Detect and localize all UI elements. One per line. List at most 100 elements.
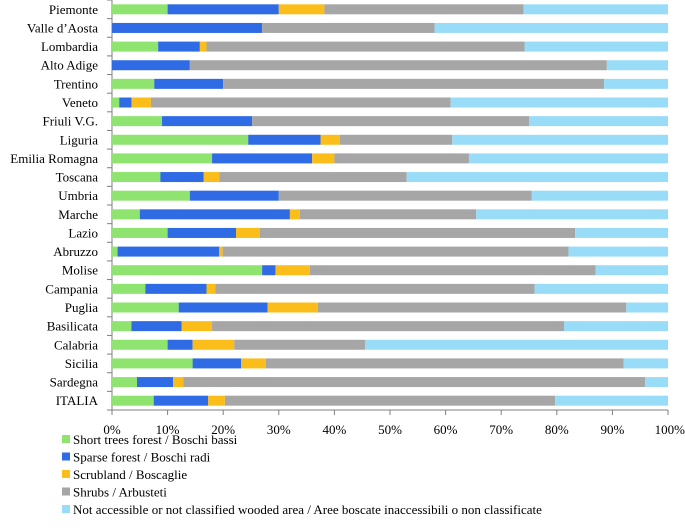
category-label: Abruzzo: [53, 244, 98, 259]
bar-segment-13-4: [568, 246, 668, 257]
bar-segment-16-3: [317, 302, 627, 313]
bar-segment-16-1: [178, 302, 268, 313]
bar-segment-6-0: [112, 116, 163, 127]
legend-label: Not accessible or not classified wooded …: [73, 502, 542, 517]
bar-segment-14-3: [309, 265, 596, 276]
bar-segment-17-1: [131, 321, 182, 332]
bar-segment-12-1: [167, 227, 236, 238]
bar-segment-15-0: [112, 283, 146, 294]
bar-segment-18-4: [364, 339, 668, 350]
bar-segment-8-2: [312, 153, 335, 164]
bar-segment-11-1: [139, 209, 290, 220]
x-tick-label: 30%: [267, 422, 291, 437]
bar-segment-14-4: [595, 265, 668, 276]
bar-segment-11-0: [112, 209, 140, 220]
bar-segment-15-2: [206, 283, 216, 294]
legend: Short trees forest / Boschi bassi Sparse …: [62, 432, 542, 517]
x-tick-label: 0%: [103, 422, 121, 437]
category-label: Toscana: [56, 170, 99, 185]
bar-segment-3-3: [189, 60, 607, 71]
x-tick-label: 70%: [489, 422, 513, 437]
bar-segment-4-4: [604, 78, 668, 89]
bar-segment-9-0: [112, 172, 161, 183]
x-tick-labels: 0% 10% 20% 30% 40% 50% 60% 70% 80% 90% 100%: [103, 422, 685, 437]
bar-segment-15-4: [534, 283, 668, 294]
bar-segment-18-0: [112, 339, 168, 350]
category-label: Piemonte: [49, 2, 98, 17]
bar-segment-20-0: [112, 377, 138, 388]
bar-segment-18-2: [192, 339, 235, 350]
category-label: Calabria: [54, 337, 98, 352]
category-label: Emilia Romagna: [10, 151, 98, 166]
bar-segment-10-1: [189, 190, 279, 201]
x-tick-label: 60%: [434, 422, 458, 437]
bar-segment-15-1: [145, 283, 207, 294]
x-tick-label: 40%: [322, 422, 346, 437]
bar-segment-2-4: [524, 41, 668, 52]
bar-segment-19-3: [266, 358, 624, 369]
legend-label: Scrubland / Boscaglie: [73, 467, 187, 482]
bar-segment-12-2: [235, 227, 260, 238]
bar-segment-21-0: [112, 395, 154, 406]
bar-segment-0-4: [523, 4, 668, 15]
bar-segment-14-2: [275, 265, 310, 276]
x-tick-label: 10%: [156, 422, 180, 437]
category-label: Alto Adige: [41, 58, 99, 73]
bar-segment-10-0: [112, 190, 190, 201]
bar-segment-9-2: [203, 172, 220, 183]
category-label: Marche: [58, 207, 98, 222]
category-label: Sicilia: [65, 356, 98, 371]
legend-swatch: [62, 435, 70, 443]
bar-segment-0-2: [278, 4, 325, 15]
legend-swatch: [62, 487, 70, 496]
bar-segment-9-3: [219, 172, 407, 183]
bar-segment-11-2: [289, 209, 300, 220]
bar-segment-0-3: [324, 4, 524, 15]
x-tick-label: 50%: [378, 422, 402, 437]
bar-segment-20-1: [137, 377, 174, 388]
bar-segment-14-1: [262, 265, 276, 276]
bar-segment-11-4: [476, 209, 668, 220]
bar-segment-5-3: [150, 97, 451, 108]
bar-segment-17-2: [181, 321, 213, 332]
bar-segment-2-0: [112, 41, 159, 52]
bar-segment-9-4: [406, 172, 668, 183]
bar-segment-10-4: [531, 190, 668, 201]
bar-segment-7-2: [320, 134, 340, 145]
bar-segment-3-1: [112, 60, 190, 71]
bar-segment-10-3: [278, 190, 532, 201]
legend-label: Shrubs / Arbusteti: [73, 485, 167, 500]
bar-segment-20-3: [183, 377, 646, 388]
category-label: Veneto: [62, 95, 98, 110]
x-tick-label: 100%: [655, 422, 685, 437]
bar-segment-18-1: [167, 339, 193, 350]
bar-segment-19-2: [240, 358, 267, 369]
bar-segment-4-1: [154, 78, 224, 89]
bar-segment-21-4: [555, 395, 668, 406]
bar-segment-13-1: [117, 246, 220, 257]
bar-segment-4-0: [112, 78, 155, 89]
bar-segment-14-0: [112, 265, 263, 276]
bar-segment-12-4: [575, 227, 668, 238]
category-label: Umbria: [58, 188, 98, 203]
bar-segment-5-4: [450, 97, 668, 108]
bar-segment-17-4: [564, 321, 668, 332]
legend-label: Short trees forest / Boschi bassi: [73, 432, 238, 447]
bar-segment-6-1: [162, 116, 253, 127]
bar-segment-1-3: [262, 22, 435, 33]
bar-segment-8-0: [112, 153, 213, 164]
category-label: Valle d’Aosta: [27, 20, 98, 35]
legend-swatch: [62, 452, 70, 461]
bar-segment-21-1: [153, 395, 209, 406]
legend-label: Sparse forest / Boschi radi: [73, 450, 211, 465]
bar-segment-13-3: [222, 246, 569, 257]
bar-segment-6-3: [252, 116, 530, 127]
category-label: Basilicata: [47, 319, 98, 334]
bar-segment-5-1: [119, 97, 132, 108]
bar-segment-7-0: [112, 134, 249, 145]
bar-segment-1-1: [112, 22, 263, 33]
bar-segment-7-1: [248, 134, 321, 145]
x-tick-label: 20%: [211, 422, 235, 437]
category-label: Liguria: [60, 132, 98, 147]
